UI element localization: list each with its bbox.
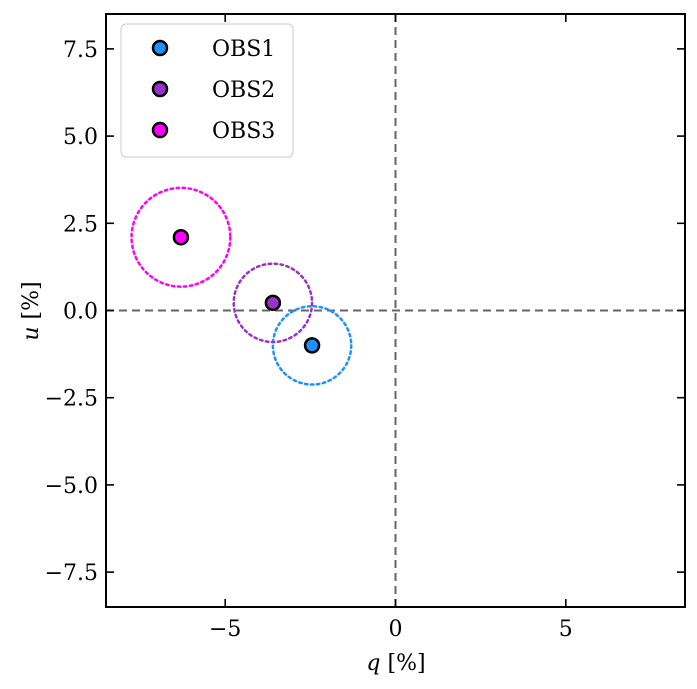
plot-area — [106, 14, 685, 607]
legend-label-obs1: OBS1 — [212, 37, 275, 62]
data-point-obs1 — [303, 337, 321, 354]
x-axis-unit: [%] — [381, 651, 426, 676]
error-circle-obs1 — [271, 304, 353, 386]
legend-entries: OBS1 OBS2 OBS3 — [151, 37, 275, 144]
y-tick-label: −5.0 — [45, 474, 98, 499]
legend: OBS1 OBS2 OBS3 — [120, 23, 294, 158]
y-axis-variable: u — [19, 326, 44, 340]
data-point-obs2 — [264, 294, 282, 312]
x-axis-title: q [%] — [366, 651, 425, 676]
y-axis-unit: [%] — [19, 281, 44, 326]
y-axis-title: u [%] — [19, 281, 44, 340]
y-tick-label: −7.5 — [45, 561, 98, 586]
data-marks — [130, 186, 353, 386]
y-tick-label: 7.5 — [63, 38, 98, 63]
legend-marker-obs2 — [151, 80, 169, 98]
data-point-obs3 — [172, 228, 190, 246]
error-circle-obs3 — [130, 186, 232, 288]
x-axis-variable: q — [366, 651, 380, 676]
x-tick-label: 5 — [559, 617, 573, 642]
legend-marker-obs1 — [151, 39, 169, 57]
legend-marker-obs3 — [151, 121, 169, 139]
y-tick-label: −2.5 — [45, 387, 98, 412]
axes: −5 0 5 −7.5 −5.0 −2.5 0.0 2.5 5.0 7.5 — [45, 13, 686, 642]
y-tick-label: 0.0 — [63, 300, 98, 325]
legend-label-obs2: OBS2 — [212, 78, 275, 103]
error-circle-obs2 — [232, 262, 314, 344]
y-tick-label: 5.0 — [63, 125, 98, 150]
legend-label-obs3: OBS3 — [212, 119, 275, 144]
x-tick-label: −5 — [209, 617, 241, 642]
x-tick-label: 0 — [389, 617, 403, 642]
y-tick-label: 2.5 — [63, 212, 98, 237]
